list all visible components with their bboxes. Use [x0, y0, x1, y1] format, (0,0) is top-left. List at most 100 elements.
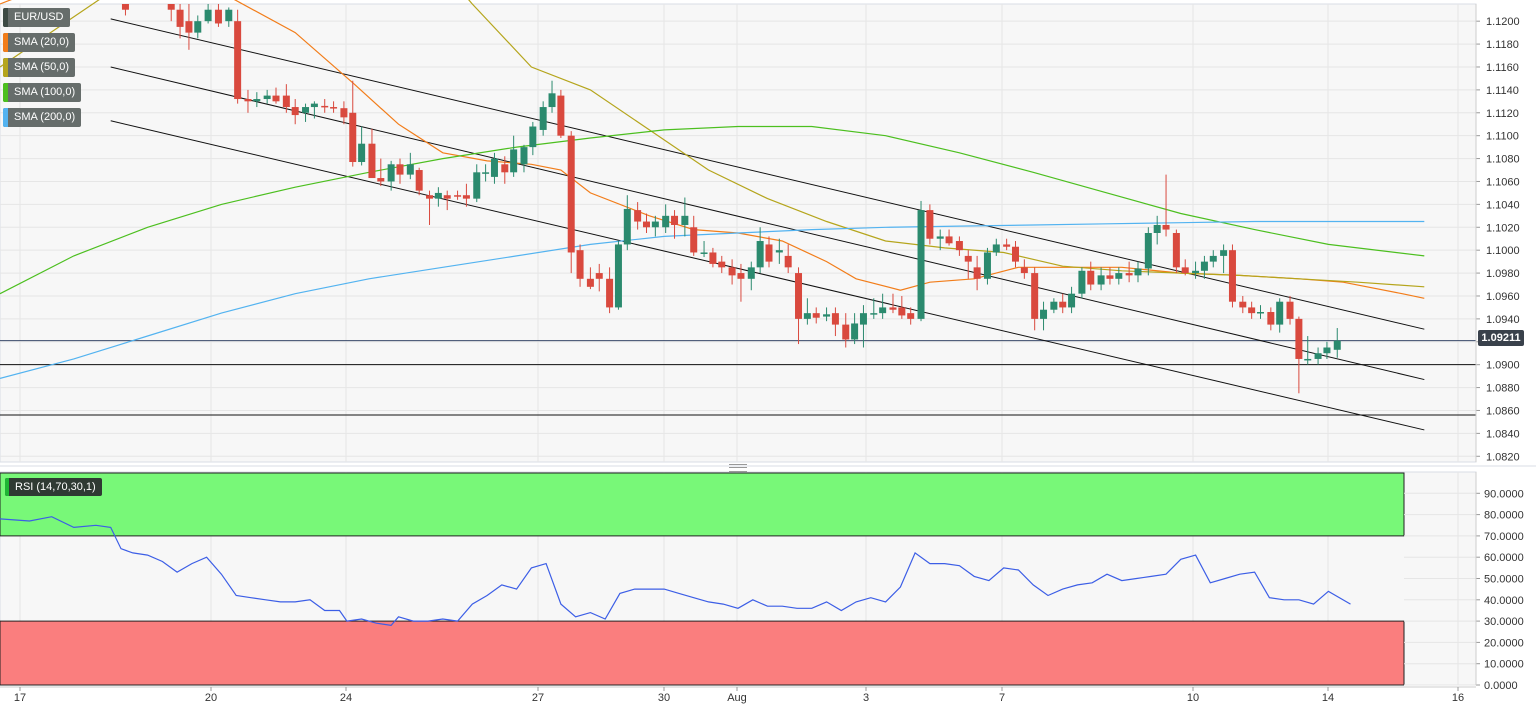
candle-bull: [614, 244, 622, 308]
indicator-legend: EUR/USD SMA (20,0) SMA (50,0) SMA (100,0…: [3, 7, 82, 132]
rsi-overbought-zone: [0, 472, 1405, 537]
candle-bear: [1172, 233, 1180, 268]
candle-bear: [907, 313, 915, 319]
rsi-legend[interactable]: RSI (14,70,30,1): [5, 478, 102, 496]
candle-bull: [1333, 340, 1341, 350]
candle-bull: [992, 244, 1000, 253]
candle-bull: [651, 221, 659, 228]
candle-bear: [1228, 250, 1236, 302]
candle-bull: [803, 313, 811, 319]
rsi-tick-label: 80.0000: [1484, 510, 1524, 522]
price-tick-label: 1.1080: [1486, 154, 1520, 166]
candle-bull: [1200, 261, 1208, 271]
candle-bull: [302, 107, 310, 113]
candle-bull: [510, 149, 518, 173]
candle-bear: [671, 215, 679, 225]
candle-bear: [121, 4, 129, 10]
candle-bear: [1162, 224, 1170, 230]
channel-line: [110, 120, 1425, 431]
candle-bull: [473, 172, 481, 199]
candle-bull: [1153, 224, 1161, 233]
candle-bull: [681, 215, 689, 225]
candle-bull: [775, 250, 783, 253]
candle-bull: [194, 21, 202, 33]
candle-bear: [368, 143, 376, 179]
candle-bear: [426, 195, 434, 199]
time-tick-label: 16: [1452, 692, 1464, 704]
candle-bear: [606, 278, 614, 308]
candle-bear: [737, 273, 745, 279]
price-tick-label: 1.1120: [1486, 108, 1519, 120]
legend-swatch: [3, 33, 8, 52]
time-tick-label: 27: [532, 692, 544, 704]
candle-bear: [1181, 267, 1189, 274]
pane-resize-handle[interactable]: [729, 464, 747, 472]
candle-bear: [462, 195, 470, 199]
price-tick-label: 1.0840: [1486, 428, 1520, 440]
candle-bear: [396, 164, 404, 175]
candle-bear: [214, 9, 222, 24]
candle-bear: [1295, 318, 1303, 359]
candle-bull: [1209, 255, 1217, 262]
candle-bull: [529, 126, 537, 148]
candle-bull: [406, 164, 414, 175]
rsi-tick-label: 10.0000: [1484, 659, 1524, 671]
legend-sma-200[interactable]: SMA (200,0): [3, 108, 82, 127]
candle-bear: [842, 324, 850, 340]
rsi-swatch: [5, 478, 9, 496]
candles-group: [121, 4, 1341, 394]
candle-bear: [945, 236, 953, 244]
candle-bull: [870, 313, 878, 315]
legend-label: SMA (50,0): [14, 61, 70, 73]
candle-bull: [662, 215, 670, 228]
channel-line: [110, 66, 1425, 381]
candle-bull: [1304, 358, 1312, 361]
rsi-legend-label: RSI (14,70,30,1): [15, 481, 96, 493]
candle-bull: [434, 192, 442, 199]
candle-bull: [1314, 353, 1322, 359]
price-tick-label: 1.1100: [1486, 131, 1519, 143]
candle-bear: [1087, 270, 1095, 285]
legend-symbol[interactable]: EUR/USD: [3, 8, 70, 27]
candle-bear: [234, 21, 242, 100]
legend-sma-100[interactable]: SMA (100,0): [3, 83, 82, 102]
candle-bear: [349, 112, 357, 163]
legend-label: SMA (20,0): [14, 36, 70, 48]
price-tick-label: 1.1140: [1486, 85, 1519, 97]
candle-bear: [282, 95, 290, 108]
time-tick-label: 24: [340, 692, 352, 704]
sma-100-line: [0, 125, 1425, 295]
candle-bear: [443, 195, 451, 199]
candle-bull: [879, 307, 887, 314]
price-tick-label: 1.0860: [1486, 405, 1520, 417]
candle-bull: [358, 143, 366, 163]
legend-label: EUR/USD: [14, 11, 64, 23]
candle-bull: [225, 9, 233, 22]
candle-bear: [634, 210, 642, 222]
candle-bull: [1040, 309, 1048, 319]
candle-bear: [955, 241, 963, 251]
candle-bear: [690, 227, 698, 253]
candle-bear: [812, 313, 820, 318]
rsi-tick-label: 50.0000: [1484, 574, 1524, 586]
legend-sma-50[interactable]: SMA (50,0): [3, 58, 76, 77]
legend-sma-20[interactable]: SMA (20,0): [3, 33, 76, 52]
candle-bull: [756, 241, 764, 268]
candle-bear: [291, 107, 299, 116]
candle-bull: [1050, 301, 1058, 310]
candle-bear: [973, 267, 981, 279]
rsi-tick-label: 60.0000: [1484, 552, 1524, 564]
candle-bear: [795, 273, 803, 319]
legend-label: SMA (200,0): [14, 111, 76, 123]
candle-bull: [851, 323, 859, 340]
candle-bear: [1011, 246, 1019, 262]
rsi-tick-label: 30.0000: [1484, 616, 1524, 628]
candle-bull: [1097, 275, 1105, 285]
time-tick-label: 7: [999, 692, 1005, 704]
candle-bull: [1323, 347, 1331, 354]
candle-bull: [823, 314, 831, 317]
candle-bear: [321, 105, 329, 108]
candle-bear: [964, 255, 972, 262]
candle-bull: [1115, 273, 1123, 279]
